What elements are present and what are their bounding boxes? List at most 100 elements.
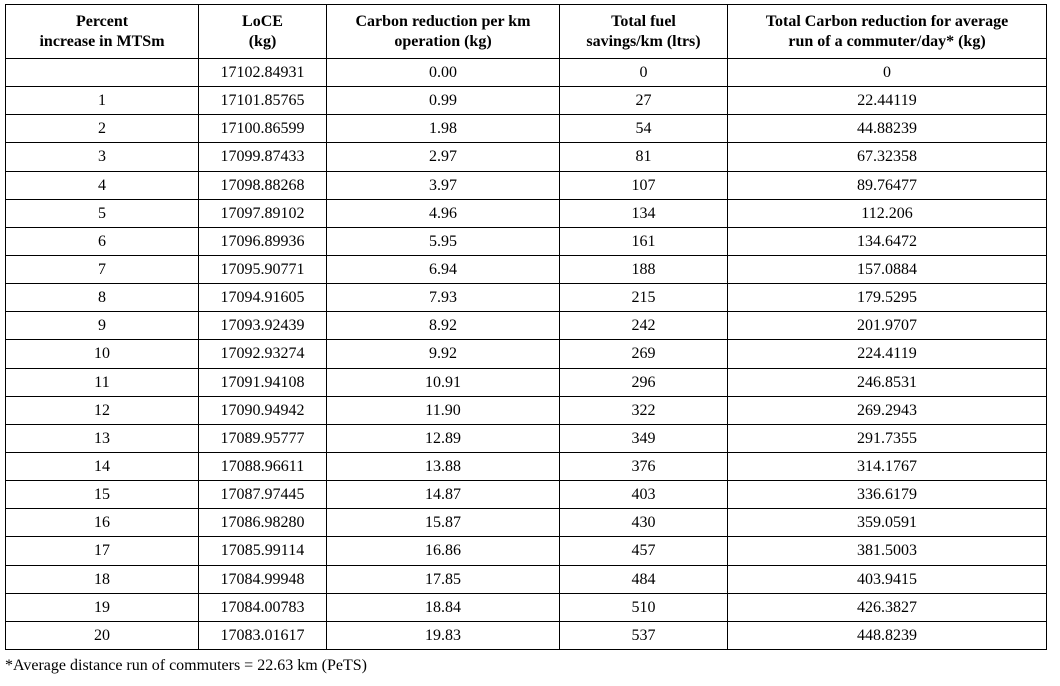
cell-loce: 17084.00783 [198, 592, 327, 622]
header-carbon-per-km: Carbon reduction per km operation (kg) [326, 4, 560, 59]
cell-percent-increase: 18 [5, 564, 199, 594]
cell-carbon-per-km: 16.86 [326, 536, 560, 566]
cell-carbon-per-km: 10.91 [326, 367, 560, 397]
cell-carbon-per-km: 1.98 [326, 114, 560, 144]
cell-carbon-per-km: 7.93 [326, 283, 560, 313]
table-row: 6 17096.89936 5.95 161 134.6472 [5, 226, 1047, 256]
cell-carbon-per-km: 19.83 [326, 620, 560, 650]
cell-percent-increase: 6 [5, 226, 199, 256]
cell-fuel-savings: 484 [559, 564, 728, 594]
cell-loce: 17092.93274 [198, 339, 327, 369]
cell-total-carbon: 112.206 [727, 198, 1047, 228]
cell-total-carbon: 381.5003 [727, 536, 1047, 566]
table-row: 4 17098.88268 3.97 107 89.76477 [5, 170, 1047, 200]
table-row: 3 17099.87433 2.97 81 67.32358 [5, 142, 1047, 172]
table-row: 8 17094.91605 7.93 215 179.5295 [5, 283, 1047, 313]
cell-fuel-savings: 457 [559, 536, 728, 566]
cell-total-carbon: 359.0591 [727, 508, 1047, 538]
cell-carbon-per-km: 13.88 [326, 451, 560, 482]
cell-carbon-per-km: 9.92 [326, 339, 560, 369]
cell-loce: 17088.96611 [198, 451, 327, 482]
table-row: 9 17093.92439 8.92 242 201.9707 [5, 311, 1047, 341]
cell-fuel-savings: 296 [559, 367, 728, 397]
cell-carbon-per-km: 3.97 [326, 170, 560, 200]
cell-percent-increase: 20 [5, 620, 199, 650]
table-row: 16 17086.98280 15.87 430 359.0591 [5, 508, 1047, 538]
cell-fuel-savings: 188 [559, 254, 728, 285]
header-fuel-savings: Total fuel savings/km (ltrs) [559, 4, 728, 59]
cell-total-carbon: 89.76477 [727, 170, 1047, 200]
cell-loce: 17084.99948 [198, 564, 327, 594]
table-row: 17102.84931 0.00 0 0 [5, 57, 1047, 88]
cell-total-carbon: 291.7355 [727, 423, 1047, 453]
footnote: *Average distance run of commuters = 22.… [5, 657, 367, 674]
cell-total-carbon: 246.8531 [727, 367, 1047, 397]
cell-fuel-savings: 510 [559, 592, 728, 622]
cell-percent-increase: 12 [5, 395, 199, 425]
cell-carbon-per-km: 14.87 [326, 480, 560, 510]
cell-loce: 17097.89102 [198, 198, 327, 228]
table-row: 12 17090.94942 11.90 322 269.2943 [5, 395, 1047, 425]
cell-total-carbon: 179.5295 [727, 283, 1047, 313]
cell-loce: 17096.89936 [198, 226, 327, 256]
cell-fuel-savings: 134 [559, 198, 728, 228]
cell-percent-increase: 11 [5, 367, 199, 397]
cell-percent-increase: 2 [5, 114, 199, 144]
cell-fuel-savings: 81 [559, 142, 728, 172]
cell-loce: 17100.86599 [198, 114, 327, 144]
cell-loce: 17102.84931 [198, 57, 327, 88]
cell-percent-increase: 1 [5, 86, 199, 116]
cell-loce: 17099.87433 [198, 142, 327, 172]
cell-fuel-savings: 27 [559, 86, 728, 116]
cell-total-carbon: 0 [727, 57, 1047, 88]
cell-total-carbon: 426.3827 [727, 592, 1047, 622]
cell-fuel-savings: 376 [559, 451, 728, 482]
cell-carbon-per-km: 18.84 [326, 592, 560, 622]
cell-total-carbon: 67.32358 [727, 142, 1047, 172]
cell-percent-increase: 16 [5, 508, 199, 538]
cell-carbon-per-km: 11.90 [326, 395, 560, 425]
table-row: 18 17084.99948 17.85 484 403.9415 [5, 564, 1047, 594]
cell-percent-increase: 3 [5, 142, 199, 172]
cell-percent-increase: 7 [5, 254, 199, 285]
cell-carbon-per-km: 12.89 [326, 423, 560, 453]
cell-carbon-per-km: 15.87 [326, 508, 560, 538]
cell-carbon-per-km: 8.92 [326, 311, 560, 341]
header-row: Percent increase in MTSm LoCE (kg) Carbon … [5, 4, 1047, 59]
header-total-carbon: Total Carbon reduction for average run of… [727, 4, 1047, 59]
cell-loce: 17083.01617 [198, 620, 327, 650]
cell-carbon-per-km: 2.97 [326, 142, 560, 172]
cell-percent-increase: 10 [5, 339, 199, 369]
cell-loce: 17093.92439 [198, 311, 327, 341]
cell-total-carbon: 201.9707 [727, 311, 1047, 341]
cell-percent-increase: 13 [5, 423, 199, 453]
cell-total-carbon: 134.6472 [727, 226, 1047, 256]
cell-carbon-per-km: 5.95 [326, 226, 560, 256]
cell-fuel-savings: 161 [559, 226, 728, 256]
cell-total-carbon: 44.88239 [727, 114, 1047, 144]
cell-carbon-per-km: 17.85 [326, 564, 560, 594]
cell-carbon-per-km: 4.96 [326, 198, 560, 228]
cell-fuel-savings: 349 [559, 423, 728, 453]
cell-fuel-savings: 269 [559, 339, 728, 369]
cell-total-carbon: 336.6179 [727, 480, 1047, 510]
table-row: 5 17097.89102 4.96 134 112.206 [5, 198, 1047, 228]
cell-percent-increase: 9 [5, 311, 199, 341]
cell-fuel-savings: 242 [559, 311, 728, 341]
cell-carbon-per-km: 0.00 [326, 57, 560, 88]
cell-total-carbon: 403.9415 [727, 564, 1047, 594]
table-row: 15 17087.97445 14.87 403 336.6179 [5, 480, 1047, 510]
cell-loce: 17090.94942 [198, 395, 327, 425]
table-row: 13 17089.95777 12.89 349 291.7355 [5, 423, 1047, 453]
cell-fuel-savings: 54 [559, 114, 728, 144]
cell-fuel-savings: 537 [559, 620, 728, 650]
table-row: 17 17085.99114 16.86 457 381.5003 [5, 536, 1047, 566]
cell-total-carbon: 448.8239 [727, 620, 1047, 650]
cell-percent-increase: 15 [5, 480, 199, 510]
cell-fuel-savings: 107 [559, 170, 728, 200]
cell-loce: 17095.90771 [198, 254, 327, 285]
cell-percent-increase: 19 [5, 592, 199, 622]
cell-fuel-savings: 0 [559, 57, 728, 88]
table-row: 2 17100.86599 1.98 54 44.88239 [5, 114, 1047, 144]
cell-fuel-savings: 322 [559, 395, 728, 425]
